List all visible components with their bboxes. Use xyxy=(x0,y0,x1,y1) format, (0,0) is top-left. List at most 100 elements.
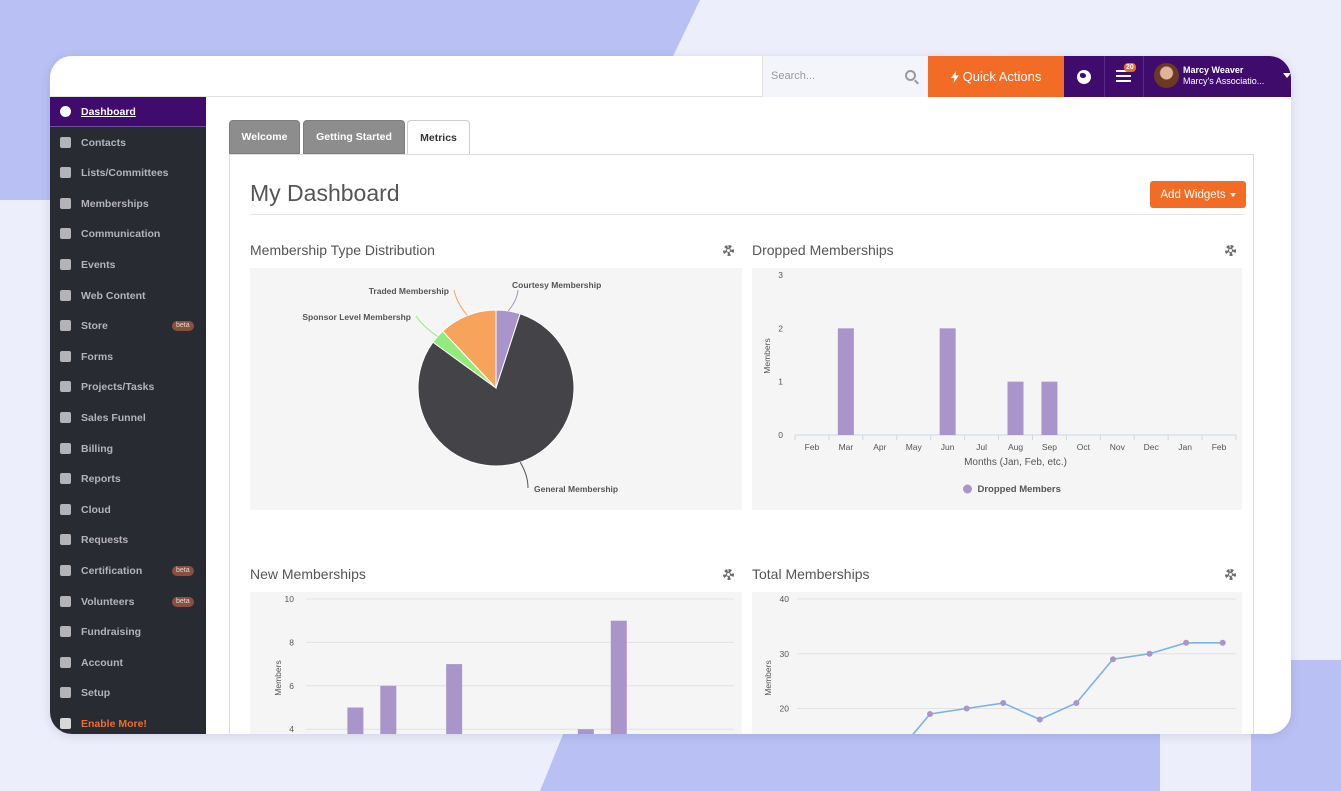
y-tick-label: 40 xyxy=(780,594,790,604)
bar xyxy=(610,620,627,734)
data-point xyxy=(1219,639,1226,646)
sidebar-item-label: Billing xyxy=(81,442,114,455)
sidebar-item-lists-committees[interactable]: Lists/Committees xyxy=(50,158,206,188)
sidebar-item-reports[interactable]: Reports xyxy=(50,464,206,494)
sidebar-item-forms[interactable]: Forms xyxy=(50,342,206,372)
sidebar-item-volunteers[interactable]: Volunteers beta xyxy=(50,587,206,617)
pie-label-connector xyxy=(507,289,519,312)
sidebar-item-events[interactable]: Events xyxy=(50,250,206,280)
data-point xyxy=(963,705,970,712)
tasks-icon xyxy=(60,381,71,393)
y-tick-label: 4 xyxy=(289,724,294,734)
gear-icon[interactable] xyxy=(1225,569,1236,580)
sidebar-item-label: Setup xyxy=(81,687,111,700)
data-point xyxy=(1036,716,1043,723)
y-axis-label: Members xyxy=(763,660,773,695)
sidebar-item-label: Forms xyxy=(81,350,114,363)
data-point xyxy=(1000,700,1007,707)
sidebar-item-cloud[interactable]: Cloud xyxy=(50,495,206,525)
tab-label: Getting Started xyxy=(316,131,392,143)
notifications-icon xyxy=(1116,70,1131,82)
user-icon xyxy=(60,136,71,148)
y-tick-label: 3 xyxy=(778,270,783,280)
chart-icon xyxy=(60,473,71,485)
new-bar-chart: 246810Members xyxy=(250,592,742,734)
x-tick-label: Jun xyxy=(941,442,955,452)
tab-metrics[interactable]: Metrics xyxy=(407,120,470,155)
users-icon xyxy=(60,167,71,179)
sidebar-item-dashboard[interactable]: Dashboard xyxy=(50,97,206,127)
y-tick-label: 0 xyxy=(778,430,783,440)
globe-button[interactable] xyxy=(1064,56,1104,97)
pie-label: Traded Membership xyxy=(369,286,449,296)
bar xyxy=(939,328,956,435)
data-point xyxy=(1073,700,1080,707)
sidebar-item-communication[interactable]: Communication xyxy=(50,219,206,249)
sidebar-item-projects-tasks[interactable]: Projects/Tasks xyxy=(50,372,206,402)
y-tick-label: 8 xyxy=(289,637,294,647)
sidebar-item-setup[interactable]: Setup xyxy=(50,678,206,708)
sidebar-item-label: Cloud xyxy=(81,503,111,516)
x-tick-label: May xyxy=(906,442,923,452)
total-line-chart: 10203040Members xyxy=(752,592,1242,734)
tab-welcome[interactable]: Welcome xyxy=(229,120,300,154)
widget-title-membership-type: Membership Type Distribution xyxy=(250,242,435,258)
sidebar-item-billing[interactable]: Billing xyxy=(50,434,206,464)
x-tick-label: Aug xyxy=(1008,442,1023,452)
top-bar: Quick Actions 20 Marcy Weaver Marcy's As… xyxy=(50,56,1291,97)
sidebar-item-web-content[interactable]: Web Content xyxy=(50,281,206,311)
money-icon xyxy=(60,442,71,454)
user-name: Marcy Weaver xyxy=(1183,65,1244,75)
x-tick-label: Mar xyxy=(839,442,854,452)
sidebar-item-sales-funnel[interactable]: Sales Funnel xyxy=(50,403,206,433)
search-icon[interactable] xyxy=(905,70,916,81)
app-window: Quick Actions 20 Marcy Weaver Marcy's As… xyxy=(50,56,1291,734)
beta-badge: beta xyxy=(172,566,194,576)
y-axis-label: Members xyxy=(273,660,283,695)
x-tick-label: Oct xyxy=(1077,442,1091,452)
search-input[interactable] xyxy=(771,66,891,86)
quick-actions-label: Quick Actions xyxy=(962,69,1042,84)
tab-label: Welcome xyxy=(241,131,288,143)
gear-icon[interactable] xyxy=(723,569,734,580)
sidebar: Dashboard Contacts Lists/Committees Members… xyxy=(50,97,206,734)
sidebar-item-requests[interactable]: Requests xyxy=(50,525,206,555)
heart-icon xyxy=(60,197,71,209)
list-icon xyxy=(60,350,71,362)
quick-actions-button[interactable]: Quick Actions xyxy=(928,56,1064,97)
bar xyxy=(1041,381,1058,435)
sidebar-item-certification[interactable]: Certification beta xyxy=(50,556,206,586)
rocket-icon xyxy=(60,412,71,423)
volunteer-icon xyxy=(60,595,71,607)
bar xyxy=(837,328,854,435)
globe-icon xyxy=(1077,69,1091,84)
sidebar-item-account[interactable]: Account xyxy=(50,648,206,678)
tab-label: Metrics xyxy=(420,131,457,144)
add-widgets-button[interactable]: Add Widgets xyxy=(1150,181,1246,208)
x-tick-label: Feb xyxy=(1212,442,1227,452)
sidebar-item-label: Requests xyxy=(81,534,129,547)
tab-getting-started[interactable]: Getting Started xyxy=(303,120,405,154)
sidebar-item-fundraising[interactable]: Fundraising xyxy=(50,617,206,647)
x-axis-label: Months (Jan, Feb, etc.) xyxy=(964,457,1067,468)
y-tick-label: 10 xyxy=(285,594,295,604)
gear-icon xyxy=(60,687,71,699)
sidebar-item-memberships[interactable]: Memberships xyxy=(50,189,206,219)
sidebar-item-store[interactable]: Store beta xyxy=(50,311,206,341)
series-line xyxy=(912,642,1223,734)
gear-icon[interactable] xyxy=(1225,245,1236,256)
caret-down-icon xyxy=(1283,73,1291,78)
cloud-icon xyxy=(60,503,71,515)
gear-icon[interactable] xyxy=(723,245,734,256)
search-box xyxy=(762,56,928,97)
sidebar-item-label: Dashboard xyxy=(81,106,136,118)
sidebar-item-enable-more[interactable]: Enable More! xyxy=(50,709,206,734)
bar xyxy=(347,707,364,734)
x-tick-label: Sep xyxy=(1042,442,1057,452)
pie-label-connector xyxy=(415,315,438,337)
user-menu[interactable]: Marcy Weaver Marcy's Associatio... xyxy=(1143,56,1291,97)
sidebar-item-contacts[interactable]: Contacts xyxy=(50,128,206,158)
notifications-button[interactable]: 20 xyxy=(1104,56,1143,97)
card-icon xyxy=(60,656,71,668)
page-title: My Dashboard xyxy=(250,180,400,206)
